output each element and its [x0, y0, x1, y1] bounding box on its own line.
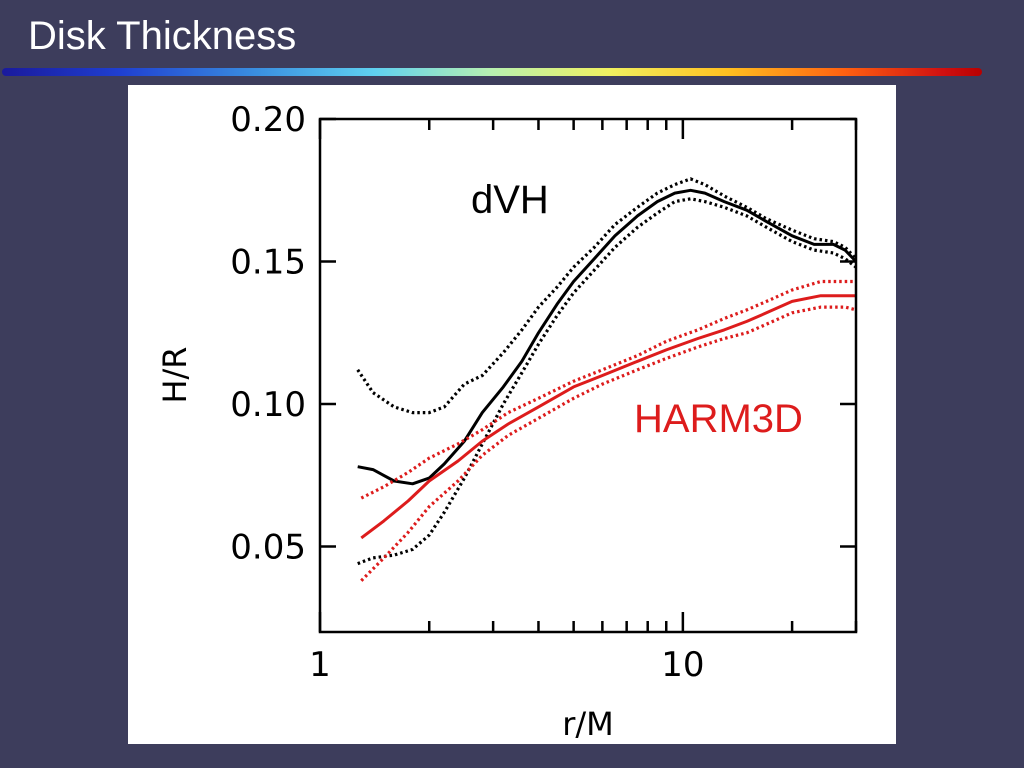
y-tick-label: 0.20 [230, 100, 306, 140]
harm3d-bound-line-5 [360, 305, 857, 582]
x-axis-title: r/M [562, 705, 614, 743]
dvh-annotation: dVH [471, 178, 549, 222]
harm3d-mean-line-3 [360, 294, 856, 540]
dvh-bound-line-2 [357, 197, 857, 566]
title-gradient-rule [2, 68, 982, 76]
dvh-bound-line-1 [356, 177, 858, 415]
plot-frame [318, 117, 858, 634]
harm3d-bound-line-4 [360, 279, 856, 500]
x-tick-label: 10 [661, 645, 704, 685]
y-tick-label: 0.15 [230, 243, 306, 283]
series-layer [356, 177, 858, 582]
label-layer: 0.05 0.10 0.15 0.20 1 10 [230, 100, 704, 685]
y-axis-title: H/R [156, 346, 194, 403]
x-tick-label: 1 [309, 645, 331, 685]
dvh-mean-line-0 [357, 188, 858, 486]
plot-panel: 0.05 0.10 0.15 0.20 1 10 r/M H/R dVH HARM3D [128, 85, 896, 744]
y-tick-label: 0.10 [230, 385, 306, 425]
y-tick-label: 0.05 [230, 528, 306, 568]
disk-thickness-chart: 0.05 0.10 0.15 0.20 1 10 r/M H/R dVH HARM3D [156, 100, 858, 743]
tick-layer [318, 117, 858, 632]
harm3d-annotation: HARM3D [634, 397, 803, 441]
slide-title: Disk Thickness [28, 14, 297, 58]
